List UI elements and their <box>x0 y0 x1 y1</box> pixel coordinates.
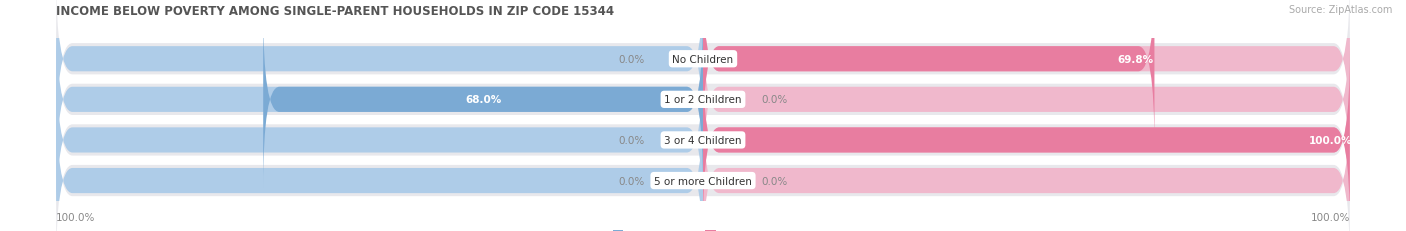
Text: 1 or 2 Children: 1 or 2 Children <box>664 95 742 105</box>
FancyBboxPatch shape <box>56 92 703 231</box>
FancyBboxPatch shape <box>703 52 1350 229</box>
FancyBboxPatch shape <box>56 0 1350 145</box>
Text: 100.0%: 100.0% <box>56 212 96 222</box>
FancyBboxPatch shape <box>56 14 1350 185</box>
Text: 100.0%: 100.0% <box>1309 135 1353 145</box>
Text: 0.0%: 0.0% <box>619 135 645 145</box>
Text: Source: ZipAtlas.com: Source: ZipAtlas.com <box>1288 5 1392 15</box>
FancyBboxPatch shape <box>703 92 1350 231</box>
Legend: Single Father, Single Mother: Single Father, Single Mother <box>609 226 797 231</box>
Text: INCOME BELOW POVERTY AMONG SINGLE-PARENT HOUSEHOLDS IN ZIP CODE 15344: INCOME BELOW POVERTY AMONG SINGLE-PARENT… <box>56 5 614 18</box>
FancyBboxPatch shape <box>703 52 1350 229</box>
Text: 3 or 4 Children: 3 or 4 Children <box>664 135 742 145</box>
Text: 0.0%: 0.0% <box>619 55 645 64</box>
FancyBboxPatch shape <box>56 52 703 229</box>
FancyBboxPatch shape <box>56 11 703 188</box>
Text: 5 or more Children: 5 or more Children <box>654 176 752 186</box>
Text: No Children: No Children <box>672 55 734 64</box>
FancyBboxPatch shape <box>703 11 1350 188</box>
FancyBboxPatch shape <box>263 11 703 188</box>
Text: 68.0%: 68.0% <box>465 95 501 105</box>
Text: 69.8%: 69.8% <box>1116 55 1153 64</box>
FancyBboxPatch shape <box>703 0 1154 148</box>
FancyBboxPatch shape <box>56 55 1350 226</box>
Text: 100.0%: 100.0% <box>1310 212 1350 222</box>
Text: 0.0%: 0.0% <box>619 176 645 186</box>
FancyBboxPatch shape <box>703 0 1350 148</box>
FancyBboxPatch shape <box>56 0 703 148</box>
Text: 0.0%: 0.0% <box>761 95 787 105</box>
FancyBboxPatch shape <box>56 95 1350 231</box>
Text: 0.0%: 0.0% <box>761 176 787 186</box>
